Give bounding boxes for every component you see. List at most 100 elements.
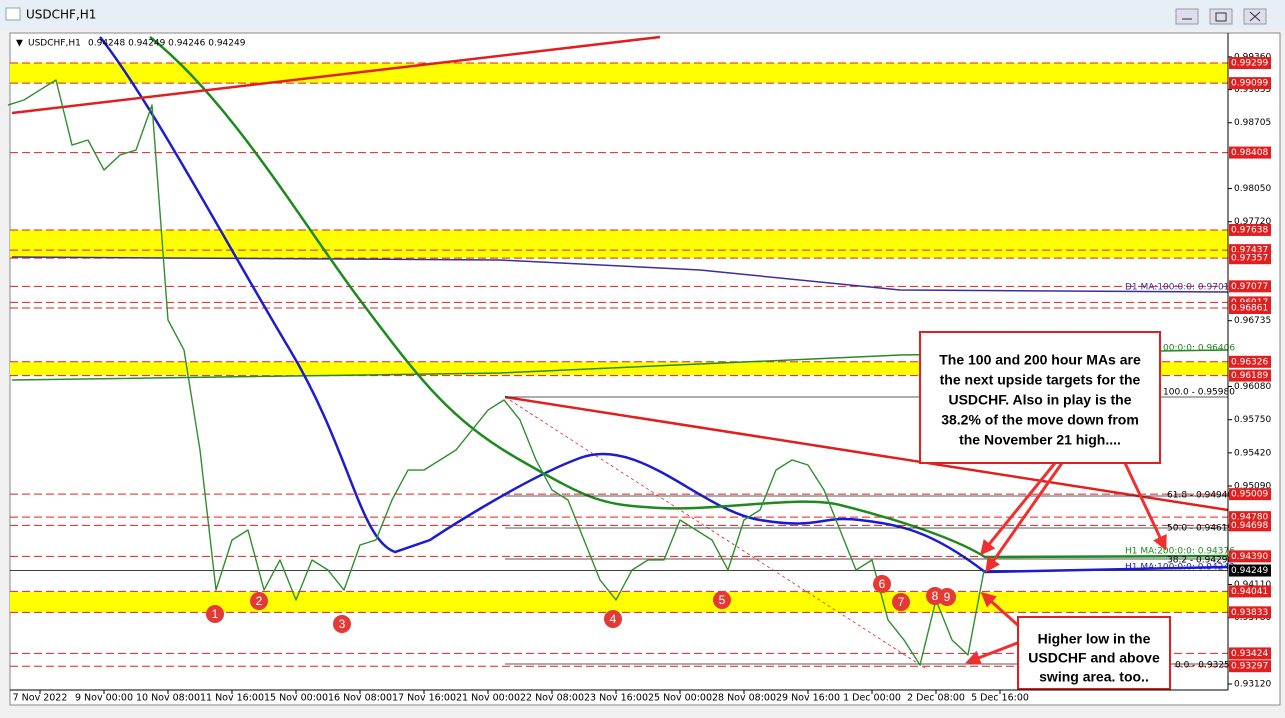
fib-lines [505,396,1228,665]
legend-symbol: USDCHF,H1 [28,39,81,49]
d1-ma-100 [11,256,1229,293]
y-tick-label: 0.98705 [1234,118,1271,128]
callout-line: USDCHF. Also in play is the [948,392,1131,408]
level-box [1229,660,1271,673]
level-box [1229,355,1271,368]
level-box [1229,585,1271,598]
yellow-zone [10,230,1228,258]
marker-label: 7 [898,595,905,609]
y-tick-label: 0.93120 [1234,679,1271,689]
yellow-zone [10,63,1228,83]
price-line [7,79,985,666]
y-tick-label: 0.99035 [1234,85,1271,95]
y-tick-label: 0.96080 [1234,382,1271,392]
x-tick-label: 9 Nov 00:00 [75,693,133,704]
legend-quote: 0.94248 0.94249 0.94246 0.94249 [88,39,246,49]
callout-line: The 100 and 200 hour MAs are [939,352,1141,368]
minimize-button[interactable] [1175,8,1199,25]
y-tick-label: 0.95090 [1234,482,1271,492]
level-label: 0.93833 [1231,608,1268,618]
swing-markers: 1 2 3 4 5 6 7 8 9 [206,575,956,633]
callout-box [919,331,1161,464]
callout-line: the next upside targets for the [940,372,1141,388]
marker-label: 2 [256,594,263,608]
level-box [1229,519,1271,532]
x-tick-label: 5 Dec 16:00 [971,693,1029,704]
level-label: 0.93297 [1231,662,1268,672]
level-box [1229,280,1271,293]
marker-circle [892,593,910,611]
x-tick-label: 21 Nov 00:00 [456,693,520,704]
level-box [1229,252,1271,265]
fib-label: 61.8 - 0.94940 [1167,491,1233,501]
y-tick-label: 0.97720 [1234,217,1271,227]
current-price-box [1229,564,1271,577]
marker-circle [604,610,622,628]
marker-label: 8 [932,589,939,603]
y-tick-label: 0.94110 [1234,580,1271,590]
y-tick-label: 0.95750 [1234,415,1271,425]
arrow [980,462,1057,556]
level-label: 0.97077 [1231,282,1268,292]
x-tick-label: 15 Nov 00:00 [264,693,328,704]
level-box [1229,606,1271,619]
fib-label: 50.0 - 0.94619 [1167,524,1233,534]
marker-label: 1 [212,607,219,621]
x-tick-label: 25 Nov 00:00 [648,693,712,704]
level-box [1229,369,1271,382]
x-tick-label: 16 Nov 08:00 [328,693,392,704]
trendline [504,395,1229,512]
yellow-zone [10,592,1228,612]
legend-arrow: ▼ [16,39,23,49]
y-tick-label: 0.98050 [1234,184,1271,194]
level-label: 0.94698 [1231,521,1268,531]
trendline [11,35,661,115]
title-bar [0,0,1285,30]
callout-box [1017,616,1171,690]
level-label: 0.94041 [1231,587,1268,597]
callout-line: swing area. too.. [1039,669,1149,685]
price-plot [7,79,985,666]
x-tick-label: 10 Nov 08:00 [136,693,200,704]
restore-button[interactable] [1209,8,1233,25]
marker-circle [938,588,956,606]
window-icon [5,7,21,21]
indicator-label: 00:0:0: 0.96406 [1163,344,1235,354]
x-tick-label: 11 Nov 16:00 [200,693,264,704]
x-tick-label: 22 Nov 08:00 [520,693,584,704]
level-box [1229,302,1271,315]
marker-circle [873,575,891,593]
level-box [1229,550,1271,563]
indicator-label: H1 MA:100:0:0: 0.94242 [1125,563,1235,573]
x-tick-label: 23 Nov 16:00 [584,693,648,704]
level-label: 0.97638 [1231,225,1268,235]
level-label: 0.97437 [1231,246,1268,256]
arrow [1123,462,1167,551]
callout-line: USDCHF and above [1028,650,1160,666]
y-tick-label: 0.96735 [1234,316,1271,326]
x-tick-label: 7 Nov 2022 [13,693,68,704]
current-price-label: 0.94249 [1231,566,1268,576]
level-label: 0.95009 [1231,490,1268,500]
indicator-label: H1 MA:200:0:0: 0.94376 [1125,547,1235,557]
window-button-icons [1182,11,1261,22]
indicator-label: D1 MA:100:0:0: 0.97012 [1125,283,1235,293]
fib-label: 100.0 - 0.95980 [1163,388,1235,398]
level-label: 0.97357 [1231,254,1268,264]
level-label: 0.93424 [1231,649,1268,659]
marker-label: 4 [610,612,617,626]
callout-line: the November 21 high.... [959,432,1121,448]
arrow [980,592,1021,629]
marker-label: 5 [719,593,726,607]
level-box [1229,57,1271,70]
x-tick-label: 28 Nov 08:00 [712,693,776,704]
arrow [965,640,1021,665]
level-label: 0.94780 [1231,513,1268,523]
level-label: 0.94390 [1231,552,1268,562]
arrow [985,462,1064,573]
marker-circle [713,591,731,609]
fib-label: 38.2 - 0.94298 [1167,556,1233,566]
level-box [1229,146,1271,159]
marker-circle [333,615,351,633]
